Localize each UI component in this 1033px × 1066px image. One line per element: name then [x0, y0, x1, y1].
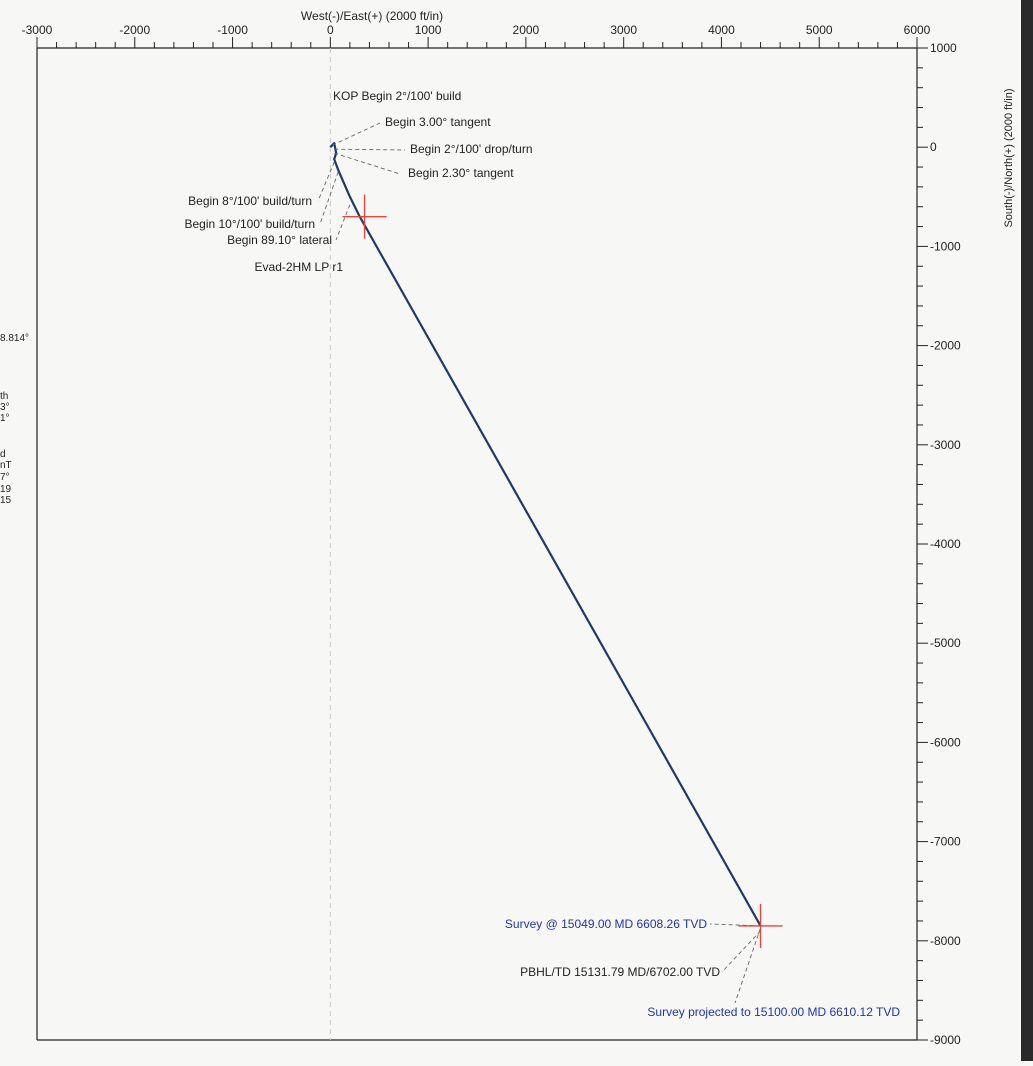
annotation-leader-line: [332, 123, 380, 145]
y-tick-label: -1000: [930, 239, 961, 253]
annotation-leader-line: [318, 162, 334, 201]
annotation-label: KOP Begin 2°/100' build: [333, 89, 461, 103]
annotation-leader-line: [710, 924, 761, 926]
x-tick-label: 2000: [513, 23, 540, 37]
annotation-label: Survey @ 15049.00 MD 6608.26 TVD: [505, 917, 707, 931]
y-tick-label: 1000: [930, 41, 957, 55]
left-fragment-3: 3°: [0, 402, 10, 413]
left-fragment-8: 19: [0, 484, 11, 495]
x-axis-title: West(-)/East(+) (2000 ft/in): [301, 9, 443, 23]
right-edge-strip: [1021, 0, 1033, 1061]
left-fragment-6: nT: [0, 460, 12, 471]
annotation-label: Begin 2°/100' drop/turn: [410, 142, 533, 156]
left-fragment-4: 1°: [0, 413, 10, 424]
x-tick-label: 0: [327, 23, 334, 37]
annotation-label: Evad-2HM LP r1: [255, 260, 344, 274]
x-tick-label: -1000: [217, 23, 248, 37]
annotation-leader-line: [320, 172, 338, 224]
annotation-label: Survey projected to 15100.00 MD 6610.12 …: [647, 1005, 900, 1019]
left-fragment-9: 15: [0, 495, 11, 506]
annotation-leader-line: [336, 205, 350, 240]
annotation-label: Begin 2.30° tangent: [408, 166, 514, 180]
annotation-label: Begin 3.00° tangent: [385, 115, 491, 129]
x-tick-label: 4000: [708, 23, 735, 37]
y-tick-label: -7000: [930, 835, 961, 849]
left-fragment-2: th: [0, 391, 8, 402]
left-fragment-1: 8.814°: [0, 333, 29, 344]
wellbore-trajectory-line: [330, 143, 760, 926]
annotation-leader-line: [334, 153, 400, 174]
x-tick-label: -3000: [22, 23, 53, 37]
y-tick-label: -9000: [930, 1033, 961, 1047]
x-tick-label: -2000: [119, 23, 150, 37]
x-tick-label: 1000: [415, 23, 442, 37]
left-fragment-7: 7°: [0, 472, 10, 483]
annotation-leader-line: [722, 931, 761, 972]
y-tick-label: -5000: [930, 636, 961, 650]
y-tick-label: -4000: [930, 537, 961, 551]
annotation-leader-line: [334, 149, 405, 150]
y-tick-label: -2000: [930, 339, 961, 353]
annotation-leader-line: [735, 928, 761, 1003]
annotation-label: Begin 8°/100' build/turn: [188, 194, 312, 208]
y-tick-label: -8000: [930, 934, 961, 948]
y-tick-label: -3000: [930, 438, 961, 452]
left-fragment-5: d: [0, 449, 6, 460]
y-tick-label: -6000: [930, 735, 961, 749]
annotation-label: Begin 10°/100' build/turn: [184, 217, 315, 231]
y-tick-label: 0: [930, 140, 937, 154]
annotation-label: Begin 89.10° lateral: [227, 233, 332, 247]
x-tick-label: 5000: [806, 23, 833, 37]
y-axis-title: South(-)/North(+) (2000 ft/in): [1003, 88, 1015, 227]
x-tick-label: 6000: [904, 23, 931, 37]
x-tick-label: 3000: [610, 23, 637, 37]
annotation-label: PBHL/TD 15131.79 MD/6702.00 TVD: [520, 965, 720, 979]
